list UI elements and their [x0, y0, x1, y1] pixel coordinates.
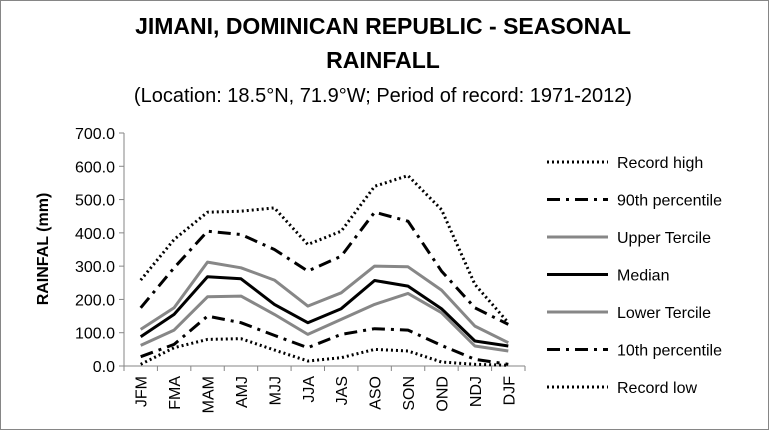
x-tick-label: JFM	[134, 376, 151, 407]
x-tick-label: OND	[434, 376, 451, 412]
legend-label: Record high	[617, 155, 703, 172]
x-tick-label: NDJ	[468, 376, 485, 407]
legend-label: Median	[617, 268, 669, 285]
x-tick-label: AMJ	[234, 376, 251, 408]
legend: Record high 90th percentile Upper Tercile M…	[547, 155, 722, 397]
legend-label: 90th percentile	[617, 193, 722, 210]
y-ticks: 0.0 100.0 200.0 300.0 400.0 500.0 600.0 700.0	[75, 126, 124, 376]
series-line-median	[139, 275, 509, 348]
chart-title-line-1: JIMANI, DOMINICAN REPUBLIC - SEASONAL	[135, 13, 631, 39]
x-tick-label: MJJ	[267, 376, 284, 405]
series-line-90th-percentile	[139, 210, 509, 326]
legend-label: Upper Tercile	[617, 230, 711, 247]
y-tick-label: 600.0	[75, 159, 115, 176]
x-tick-label: JJA	[301, 376, 318, 403]
legend-label: Record low	[617, 380, 697, 397]
x-ticks: JFM FMA MAM AMJ MJJ JJA JAS ASO SON OND NDJ DJF	[123, 366, 526, 413]
x-tick-label: SON	[401, 376, 418, 411]
x-tick-label: JAS	[334, 376, 351, 405]
y-tick-label: 400.0	[75, 226, 115, 243]
legend-label: Lower Tercile	[617, 305, 711, 322]
y-tick-label: 700.0	[75, 126, 115, 143]
y-tick-label: 200.0	[75, 292, 115, 309]
legend-label: 10th percentile	[617, 343, 722, 360]
x-tick-label: DJF	[501, 376, 518, 406]
series-line-record-high	[139, 174, 510, 324]
chart-title-line-2: RAINFALL	[326, 47, 440, 73]
y-axis-label: RAINFAL (mm)	[35, 193, 52, 306]
series-line-lower-tercile	[140, 291, 509, 353]
x-tick-label: FMA	[167, 376, 184, 410]
series-line-record-low	[140, 337, 509, 367]
y-tick-label: 500.0	[75, 193, 115, 210]
series-line-upper-tercile	[139, 260, 509, 345]
series-line-10th-percentile	[140, 314, 509, 366]
x-tick-label: MAM	[201, 376, 218, 413]
y-tick-label: 0.0	[93, 359, 115, 376]
chart-subtitle: (Location: 18.5°N, 71.9°W; Period of rec…	[134, 85, 632, 107]
series-lines	[139, 174, 510, 367]
y-tick-label: 100.0	[75, 326, 115, 343]
y-tick-label: 300.0	[75, 259, 115, 276]
x-tick-label: ASO	[368, 376, 385, 410]
